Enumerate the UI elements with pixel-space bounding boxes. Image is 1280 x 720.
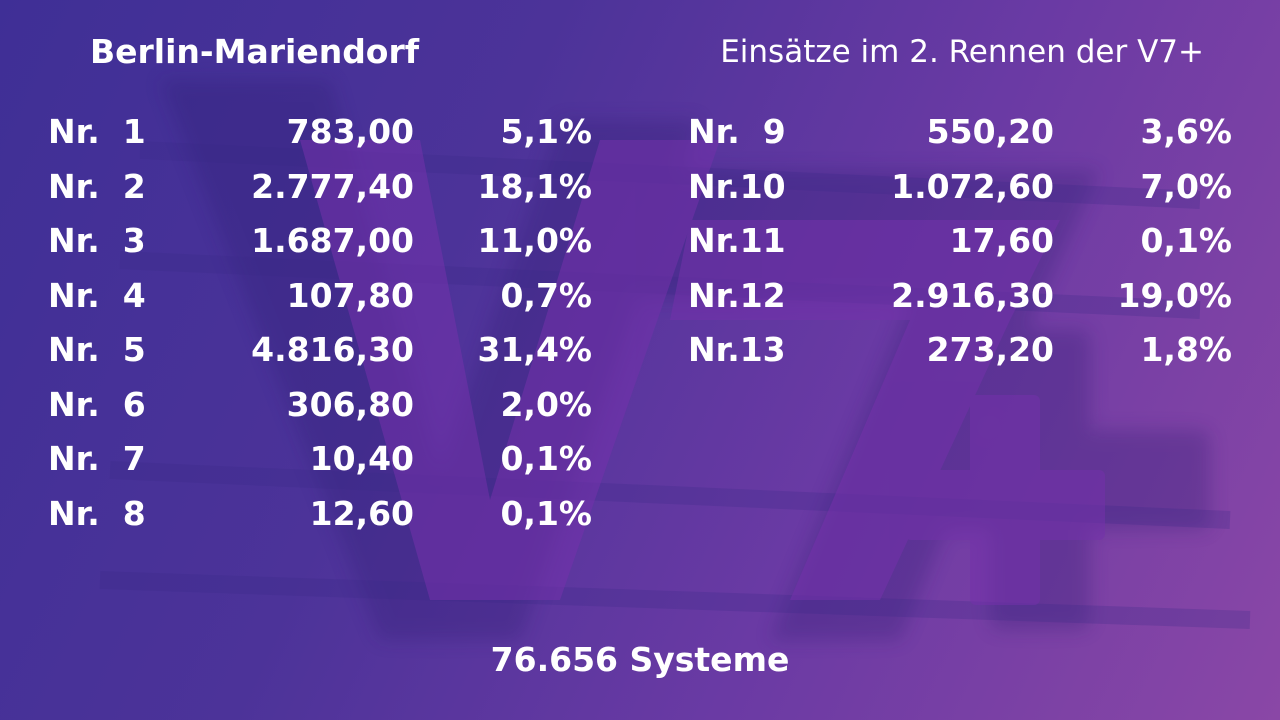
- table-row: Nr. 4 107,80 0,7%: [48, 276, 596, 331]
- bet-percent: 7,0%: [1140, 166, 1232, 206]
- runner-number: Nr. 9: [688, 112, 786, 151]
- table-row: Nr. 5 4.816,30 31,4%: [48, 330, 596, 385]
- bet-percent: 0,1%: [1140, 221, 1232, 260]
- bet-amount: 306,80: [286, 384, 414, 424]
- bet-amount: 2.777,40: [251, 166, 414, 206]
- right-column: Nr. 9 550,20 3,6% Nr.10 1.072,60 7,0% Nr…: [688, 112, 1236, 385]
- bet-percent: 3,6%: [1140, 112, 1232, 151]
- runner-number: Nr. 5: [48, 330, 146, 369]
- bet-amount: 550,20: [926, 112, 1054, 151]
- bet-amount: 1.687,00: [251, 221, 414, 260]
- bet-percent: 19,0%: [1117, 275, 1233, 315]
- bet-amount: 17,60: [949, 221, 1054, 260]
- table-row: Nr. 3 1.687,00 11,0%: [48, 221, 596, 276]
- runner-number: Nr. 2: [48, 166, 146, 206]
- table-row: Nr. 8 12,60 0,1%: [48, 494, 596, 549]
- table-row: Nr. 6 306,80 2,0%: [48, 385, 596, 440]
- bet-amount: 273,20: [926, 330, 1054, 369]
- runner-number: Nr. 7: [48, 439, 146, 478]
- runner-number: Nr.10: [688, 166, 786, 206]
- runner-number: Nr.11: [688, 221, 786, 260]
- bet-amount: 783,00: [286, 112, 414, 151]
- venue-title: Berlin-Mariendorf: [90, 32, 420, 71]
- runner-number: Nr.12: [688, 275, 786, 315]
- bet-percent: 18,1%: [477, 166, 593, 206]
- bet-amount: 2.916,30: [891, 275, 1054, 315]
- runner-number: Nr. 6: [48, 384, 146, 424]
- bet-amount: 107,80: [286, 275, 414, 315]
- bet-percent: 5,1%: [500, 112, 592, 151]
- bet-amount: 4.816,30: [251, 330, 414, 369]
- bet-percent: 31,4%: [477, 330, 593, 369]
- runner-number: Nr. 4: [48, 275, 146, 315]
- bet-percent: 0,1%: [500, 439, 592, 478]
- bet-percent: 0,7%: [500, 275, 592, 315]
- table-row: Nr.11 17,60 0,1%: [688, 221, 1236, 276]
- systems-count: 76.656 Systeme: [490, 640, 790, 679]
- runner-number: Nr. 1: [48, 112, 146, 151]
- left-column: Nr. 1 783,00 5,1% Nr. 2 2.777,40 18,1% N…: [48, 112, 596, 548]
- table-row: Nr.10 1.072,60 7,0%: [688, 167, 1236, 222]
- runner-number: Nr.13: [688, 330, 786, 369]
- bet-percent: 2,0%: [500, 384, 592, 424]
- table-row: Nr. 2 2.777,40 18,1%: [48, 167, 596, 222]
- race-subtitle: Einsätze im 2. Rennen der V7+: [720, 34, 1204, 70]
- table-row: Nr. 7 10,40 0,1%: [48, 439, 596, 494]
- bet-amount: 1.072,60: [891, 166, 1054, 206]
- bet-percent: 1,8%: [1140, 330, 1232, 369]
- bet-amount: 12,60: [309, 493, 414, 533]
- table-row: Nr.13 273,20 1,8%: [688, 330, 1236, 385]
- runner-number: Nr. 3: [48, 221, 146, 260]
- bet-amount: 10,40: [309, 439, 414, 478]
- table-row: Nr.12 2.916,30 19,0%: [688, 276, 1236, 331]
- table-row: Nr. 9 550,20 3,6%: [688, 112, 1236, 167]
- table-row: Nr. 1 783,00 5,1%: [48, 112, 596, 167]
- bet-percent: 0,1%: [500, 493, 592, 533]
- bet-percent: 11,0%: [477, 221, 593, 260]
- runner-number: Nr. 8: [48, 493, 146, 533]
